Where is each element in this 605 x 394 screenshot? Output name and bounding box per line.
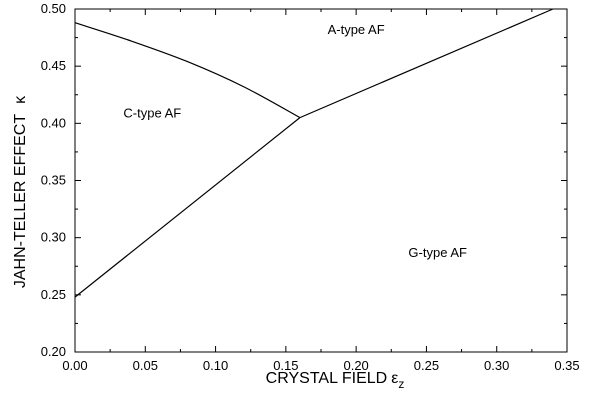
phase-boundary-c-g <box>74 117 301 298</box>
plot-frame <box>74 8 568 353</box>
x-tick-label: 0.00 <box>62 358 87 373</box>
x-tick-label: 0.05 <box>133 358 158 373</box>
region-label: A-type AF <box>328 22 385 37</box>
ticks-group: 0.00 0.05 0.10 0.15 0.20 0.25 0.30 0.35 0.20 0.25… <box>41 1 580 373</box>
x-tick-label: 0.10 <box>203 358 228 373</box>
phase-boundary-c-a <box>74 22 301 119</box>
x-axis-title: CRYSTAL FIELD εz <box>266 370 405 391</box>
phase-boundary-a-g <box>299 8 554 119</box>
x-axis-subscript: z <box>398 377 404 391</box>
x-axis-symbol: ε <box>391 370 398 387</box>
region-label: G-type AF <box>408 245 467 260</box>
region-label: C-type AF <box>123 106 181 121</box>
plot-frame-group <box>74 8 568 353</box>
x-tick-label: 0.30 <box>484 358 509 373</box>
y-tick-label: 0.30 <box>41 230 66 245</box>
x-axis-title-text: CRYSTAL FIELD <box>266 370 388 387</box>
y-tick-label: 0.20 <box>41 344 66 359</box>
x-tick-label: 0.20 <box>343 358 368 373</box>
y-tick-label: 0.50 <box>41 1 66 16</box>
y-tick-label: 0.40 <box>41 115 66 130</box>
x-tick-label: 0.35 <box>554 358 579 373</box>
y-axis-symbol: κ <box>12 95 29 104</box>
x-tick-label: 0.25 <box>414 358 439 373</box>
y-tick-label: 0.35 <box>41 173 66 188</box>
series-group <box>74 8 554 298</box>
labels-group: A-type AF C-type AF G-type AF <box>123 22 467 260</box>
y-axis-title: JAHN-TELLER EFFECT κ <box>12 95 29 288</box>
x-tick-label: 0.15 <box>273 358 298 373</box>
y-tick-label: 0.25 <box>41 287 66 302</box>
y-axis-title-text: JAHN-TELLER EFFECT <box>12 114 29 288</box>
y-tick-label: 0.45 <box>41 58 66 73</box>
